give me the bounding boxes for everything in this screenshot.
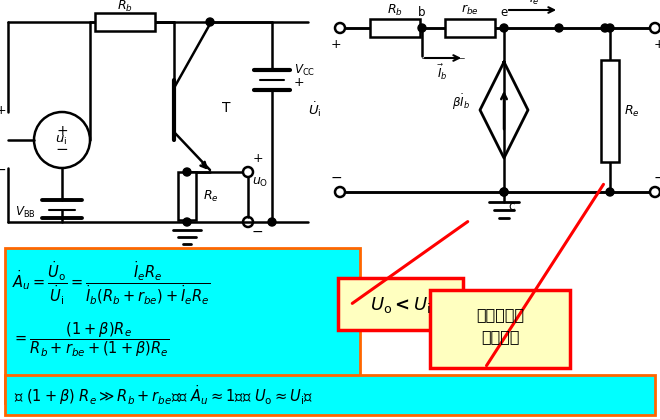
Circle shape	[418, 24, 426, 32]
Text: −: −	[252, 225, 263, 239]
Text: +: +	[0, 103, 6, 116]
Text: −: −	[330, 171, 342, 185]
Bar	[370, 19, 420, 37]
Circle shape	[555, 24, 563, 32]
Bar	[338, 278, 463, 330]
Bar	[178, 172, 196, 220]
Text: +: +	[331, 37, 341, 51]
Circle shape	[500, 24, 508, 32]
Text: +: +	[253, 152, 263, 165]
Circle shape	[500, 188, 508, 196]
Text: $\vec{I}_b$: $\vec{I}_b$	[437, 62, 447, 82]
Text: $u_{\rm O}$: $u_{\rm O}$	[252, 176, 269, 189]
Bar	[601, 60, 619, 162]
Text: +: +	[653, 37, 660, 51]
Text: +: +	[56, 124, 68, 138]
Text: $\dot{U}_{\rm i}$: $\dot{U}_{\rm i}$	[308, 101, 322, 119]
Text: e: e	[500, 7, 508, 20]
Text: $R_e$: $R_e$	[203, 189, 218, 204]
Circle shape	[606, 188, 614, 196]
Circle shape	[500, 188, 508, 196]
Text: $\beta\dot{I}_b$: $\beta\dot{I}_b$	[452, 92, 470, 112]
Circle shape	[606, 24, 614, 32]
Circle shape	[183, 218, 191, 226]
Circle shape	[183, 168, 191, 176]
Text: −: −	[653, 171, 660, 185]
Text: $r_{be}$: $r_{be}$	[461, 3, 479, 17]
Text: $u_{\rm i}$: $u_{\rm i}$	[55, 133, 67, 147]
Text: c: c	[509, 199, 515, 212]
Text: −: −	[0, 163, 6, 177]
Text: $\dot{I}_e$: $\dot{I}_e$	[529, 0, 539, 7]
Text: $\dot{A}_u = \dfrac{\dot{U}_{\rm o}}{\dot{U}_{\rm i}} = \dfrac{\dot{I}_e R_e}{\d: $\dot{A}_u = \dfrac{\dot{U}_{\rm o}}{\do…	[12, 259, 211, 307]
Text: $V_{\rm BB}$: $V_{\rm BB}$	[15, 204, 36, 220]
Text: $= \dfrac{(1+\beta)R_e}{R_b + r_{be} + (1+\beta)R_e}$: $= \dfrac{(1+\beta)R_e}{R_b + r_{be} + (…	[12, 321, 169, 359]
Bar	[430, 290, 570, 368]
Text: $V_{\rm CC}$: $V_{\rm CC}$	[294, 62, 315, 78]
Text: 若 $(1+\beta)$ $R_e \gg R_b + r_{be}$，则 $\dot{A}_u \approx 1$，即 $U_{\rm o} \appro: 若 $(1+\beta)$ $R_e \gg R_b + r_{be}$，则 $…	[14, 383, 313, 407]
Text: T: T	[222, 101, 230, 115]
Text: −: −	[55, 142, 69, 157]
Bar	[95, 13, 155, 31]
Circle shape	[206, 18, 214, 26]
Text: $R_b$: $R_b$	[387, 3, 403, 18]
Bar	[5, 248, 360, 403]
Circle shape	[601, 24, 609, 32]
Bar	[445, 19, 495, 37]
Text: $R_b$: $R_b$	[117, 0, 133, 13]
Text: $\boldsymbol{U_{\rm o}<U_{\rm i}}$: $\boldsymbol{U_{\rm o}<U_{\rm i}}$	[370, 295, 432, 315]
Text: 故称之为射
极跟随器: 故称之为射 极跟随器	[476, 308, 524, 344]
Circle shape	[268, 218, 276, 226]
Text: b: b	[418, 7, 426, 20]
Text: $R_e$: $R_e$	[624, 103, 640, 119]
Bar	[5, 375, 655, 415]
Text: +: +	[294, 77, 305, 90]
